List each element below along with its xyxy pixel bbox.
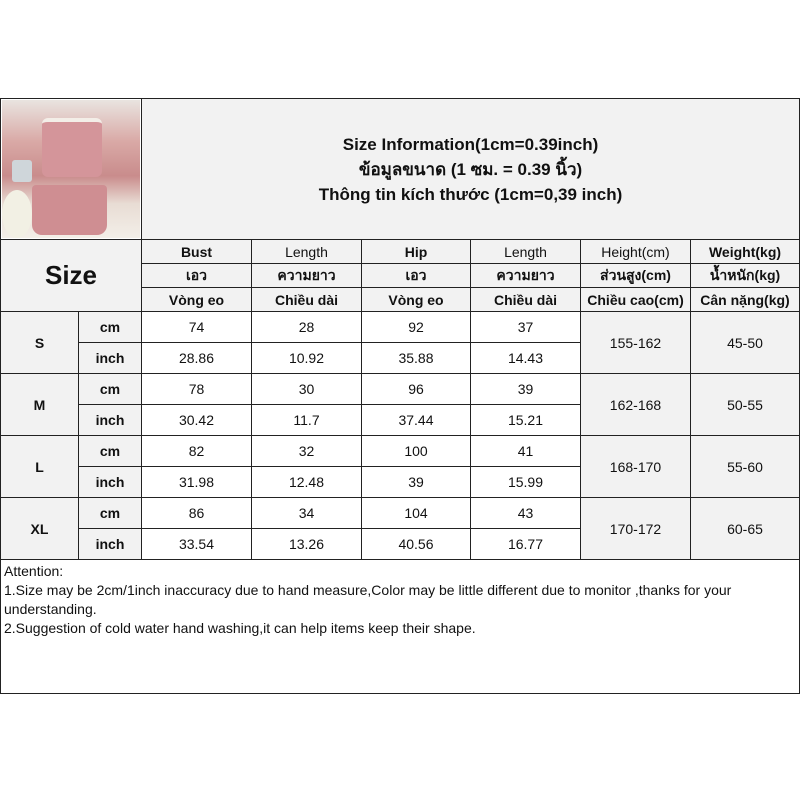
measurement-inch: 15.21 [470, 404, 581, 436]
title-thai: ข้อมูลขนาด (1 ซม. = 0.39 นิ้ว) [358, 159, 583, 179]
measurement-inch: 12.48 [251, 466, 362, 498]
size-header: Size [0, 239, 142, 312]
weight-range: 50-55 [689, 373, 800, 436]
col-header-vi: Vòng eo [141, 287, 252, 312]
measurement-inch: 10.92 [251, 342, 362, 374]
col-header-en: Bust [141, 239, 252, 264]
size-row-inch: inch 30.42 11.7 37.44 15.21 [1, 404, 800, 436]
measurement-cm: 92 [361, 311, 471, 343]
size-name: XL [0, 497, 79, 560]
unit-label: inch [78, 466, 142, 498]
weight-range: 55-60 [689, 435, 800, 498]
height-range: 162-168 [580, 373, 691, 436]
measurement-inch: 30.42 [141, 404, 252, 436]
col-header-th: น้ำหนัก(kg) [689, 263, 800, 288]
size-row-inch: inch 33.54 13.26 40.56 16.77 [1, 528, 800, 560]
col-header-en: Height(cm) [580, 239, 691, 264]
product-photo [2, 100, 140, 238]
size-row-cm: XL cm 86 34 104 43 170-172 60-65 [0, 497, 800, 560]
measurement-cm: 28 [251, 311, 362, 343]
col-header-vi: Chiều dài [251, 287, 362, 312]
col-header-th: ความยาว [470, 263, 581, 288]
weight-range: 60-65 [689, 497, 800, 560]
measurement-cm: 74 [141, 311, 252, 343]
unit-label: cm [78, 311, 142, 343]
size-row-inch: inch 31.98 12.48 39 15.99 [1, 466, 800, 498]
attention-line-1: 1.Size may be 2cm/1inch inaccuracy due t… [4, 582, 732, 617]
size-name: M [0, 373, 79, 436]
measurement-cm: 41 [470, 435, 581, 467]
measurement-cm: 96 [361, 373, 471, 405]
unit-label: cm [78, 497, 142, 529]
measurement-inch: 37.44 [361, 404, 471, 436]
measurement-inch: 39 [361, 466, 471, 498]
title-english: Size Information(1cm=0.39inch) [342, 134, 599, 154]
measurement-inch: 35.88 [361, 342, 471, 374]
measurement-cm: 32 [251, 435, 362, 467]
measurement-cm: 82 [141, 435, 252, 467]
col-header-en: Length [470, 239, 581, 264]
col-header-vi: Vòng eo [361, 287, 471, 312]
measurement-inch: 40.56 [361, 528, 471, 560]
unit-label: cm [78, 435, 142, 467]
col-header-vi: Chiều cao(cm) [580, 287, 691, 312]
size-chart-table: Size Information(1cm=0.39inch) ข้อมูลขนา… [0, 98, 800, 694]
measurement-inch: 15.99 [470, 466, 581, 498]
col-header-vi: Chiều dài [470, 287, 581, 312]
chart-title: Size Information(1cm=0.39inch) ข้อมูลขนา… [140, 98, 800, 240]
col-header-th: ส่วนสูง(cm) [580, 263, 691, 288]
attention-heading: Attention: [4, 563, 64, 579]
height-range: 170-172 [580, 497, 691, 560]
measurement-inch: 33.54 [141, 528, 252, 560]
col-header-vi: Cân nặng(kg) [689, 287, 800, 312]
unit-label: inch [78, 342, 142, 374]
measurement-cm: 100 [361, 435, 471, 467]
col-header-en: Weight(kg) [689, 239, 800, 264]
size-name: S [0, 311, 79, 374]
measurement-cm: 37 [470, 311, 581, 343]
measurement-inch: 28.86 [141, 342, 252, 374]
col-header-th: เอว [141, 263, 252, 288]
measurement-cm: 39 [470, 373, 581, 405]
attention-notes: Attention: 1.Size may be 2cm/1inch inacc… [0, 559, 800, 694]
unit-label: inch [78, 404, 142, 436]
size-row-inch: inch 28.86 10.92 35.88 14.43 [1, 342, 800, 374]
measurement-inch: 13.26 [251, 528, 362, 560]
measurement-cm: 34 [251, 497, 362, 529]
measurement-inch: 31.98 [141, 466, 252, 498]
measurement-cm: 78 [141, 373, 252, 405]
measurement-inch: 11.7 [251, 404, 362, 436]
col-header-th: ความยาว [251, 263, 362, 288]
measurement-cm: 43 [470, 497, 581, 529]
unit-label: cm [78, 373, 142, 405]
product-photo-cell [0, 98, 142, 240]
measurement-cm: 30 [251, 373, 362, 405]
unit-label: inch [78, 528, 142, 560]
measurement-cm: 86 [141, 497, 252, 529]
title-vietnamese: Thông tin kích thước (1cm=0,39 inch) [318, 184, 623, 204]
attention-line-2: 2.Suggestion of cold water hand washing,… [4, 620, 476, 636]
measurement-inch: 16.77 [470, 528, 581, 560]
col-header-th: เอว [361, 263, 471, 288]
height-range: 155-162 [580, 311, 691, 374]
col-header-en: Hip [361, 239, 471, 264]
size-name: L [0, 435, 79, 498]
height-range: 168-170 [580, 435, 691, 498]
weight-range: 45-50 [689, 311, 800, 374]
col-header-en: Length [251, 239, 362, 264]
measurement-cm: 104 [361, 497, 471, 529]
measurement-inch: 14.43 [470, 342, 581, 374]
